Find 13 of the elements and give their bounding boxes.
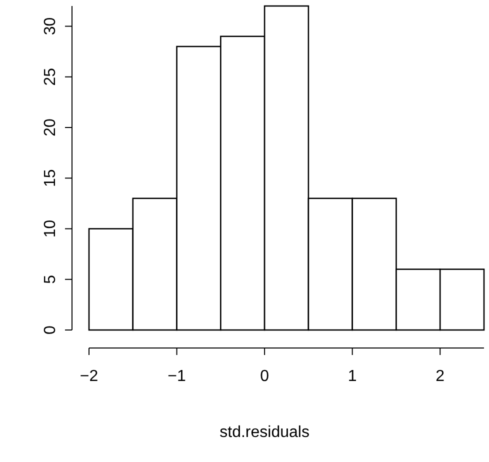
y-tick-label: 5 [42,274,59,284]
y-tick-label: 30 [42,17,59,36]
y-tick-label: 20 [42,118,59,136]
x-tick-label: 0 [260,368,270,385]
y-tick-label: 0 [42,325,59,334]
x-tick-label: −1 [168,368,186,385]
x-tick-label: −2 [80,368,98,385]
y-tick-label: 10 [42,220,59,238]
y-tick-label: 15 [42,169,59,188]
x-tick-label: 2 [436,368,445,385]
x-tick-label: 1 [348,368,357,385]
y-tick-label: 25 [42,68,59,86]
x-axis-title: std.residuals [220,424,310,441]
